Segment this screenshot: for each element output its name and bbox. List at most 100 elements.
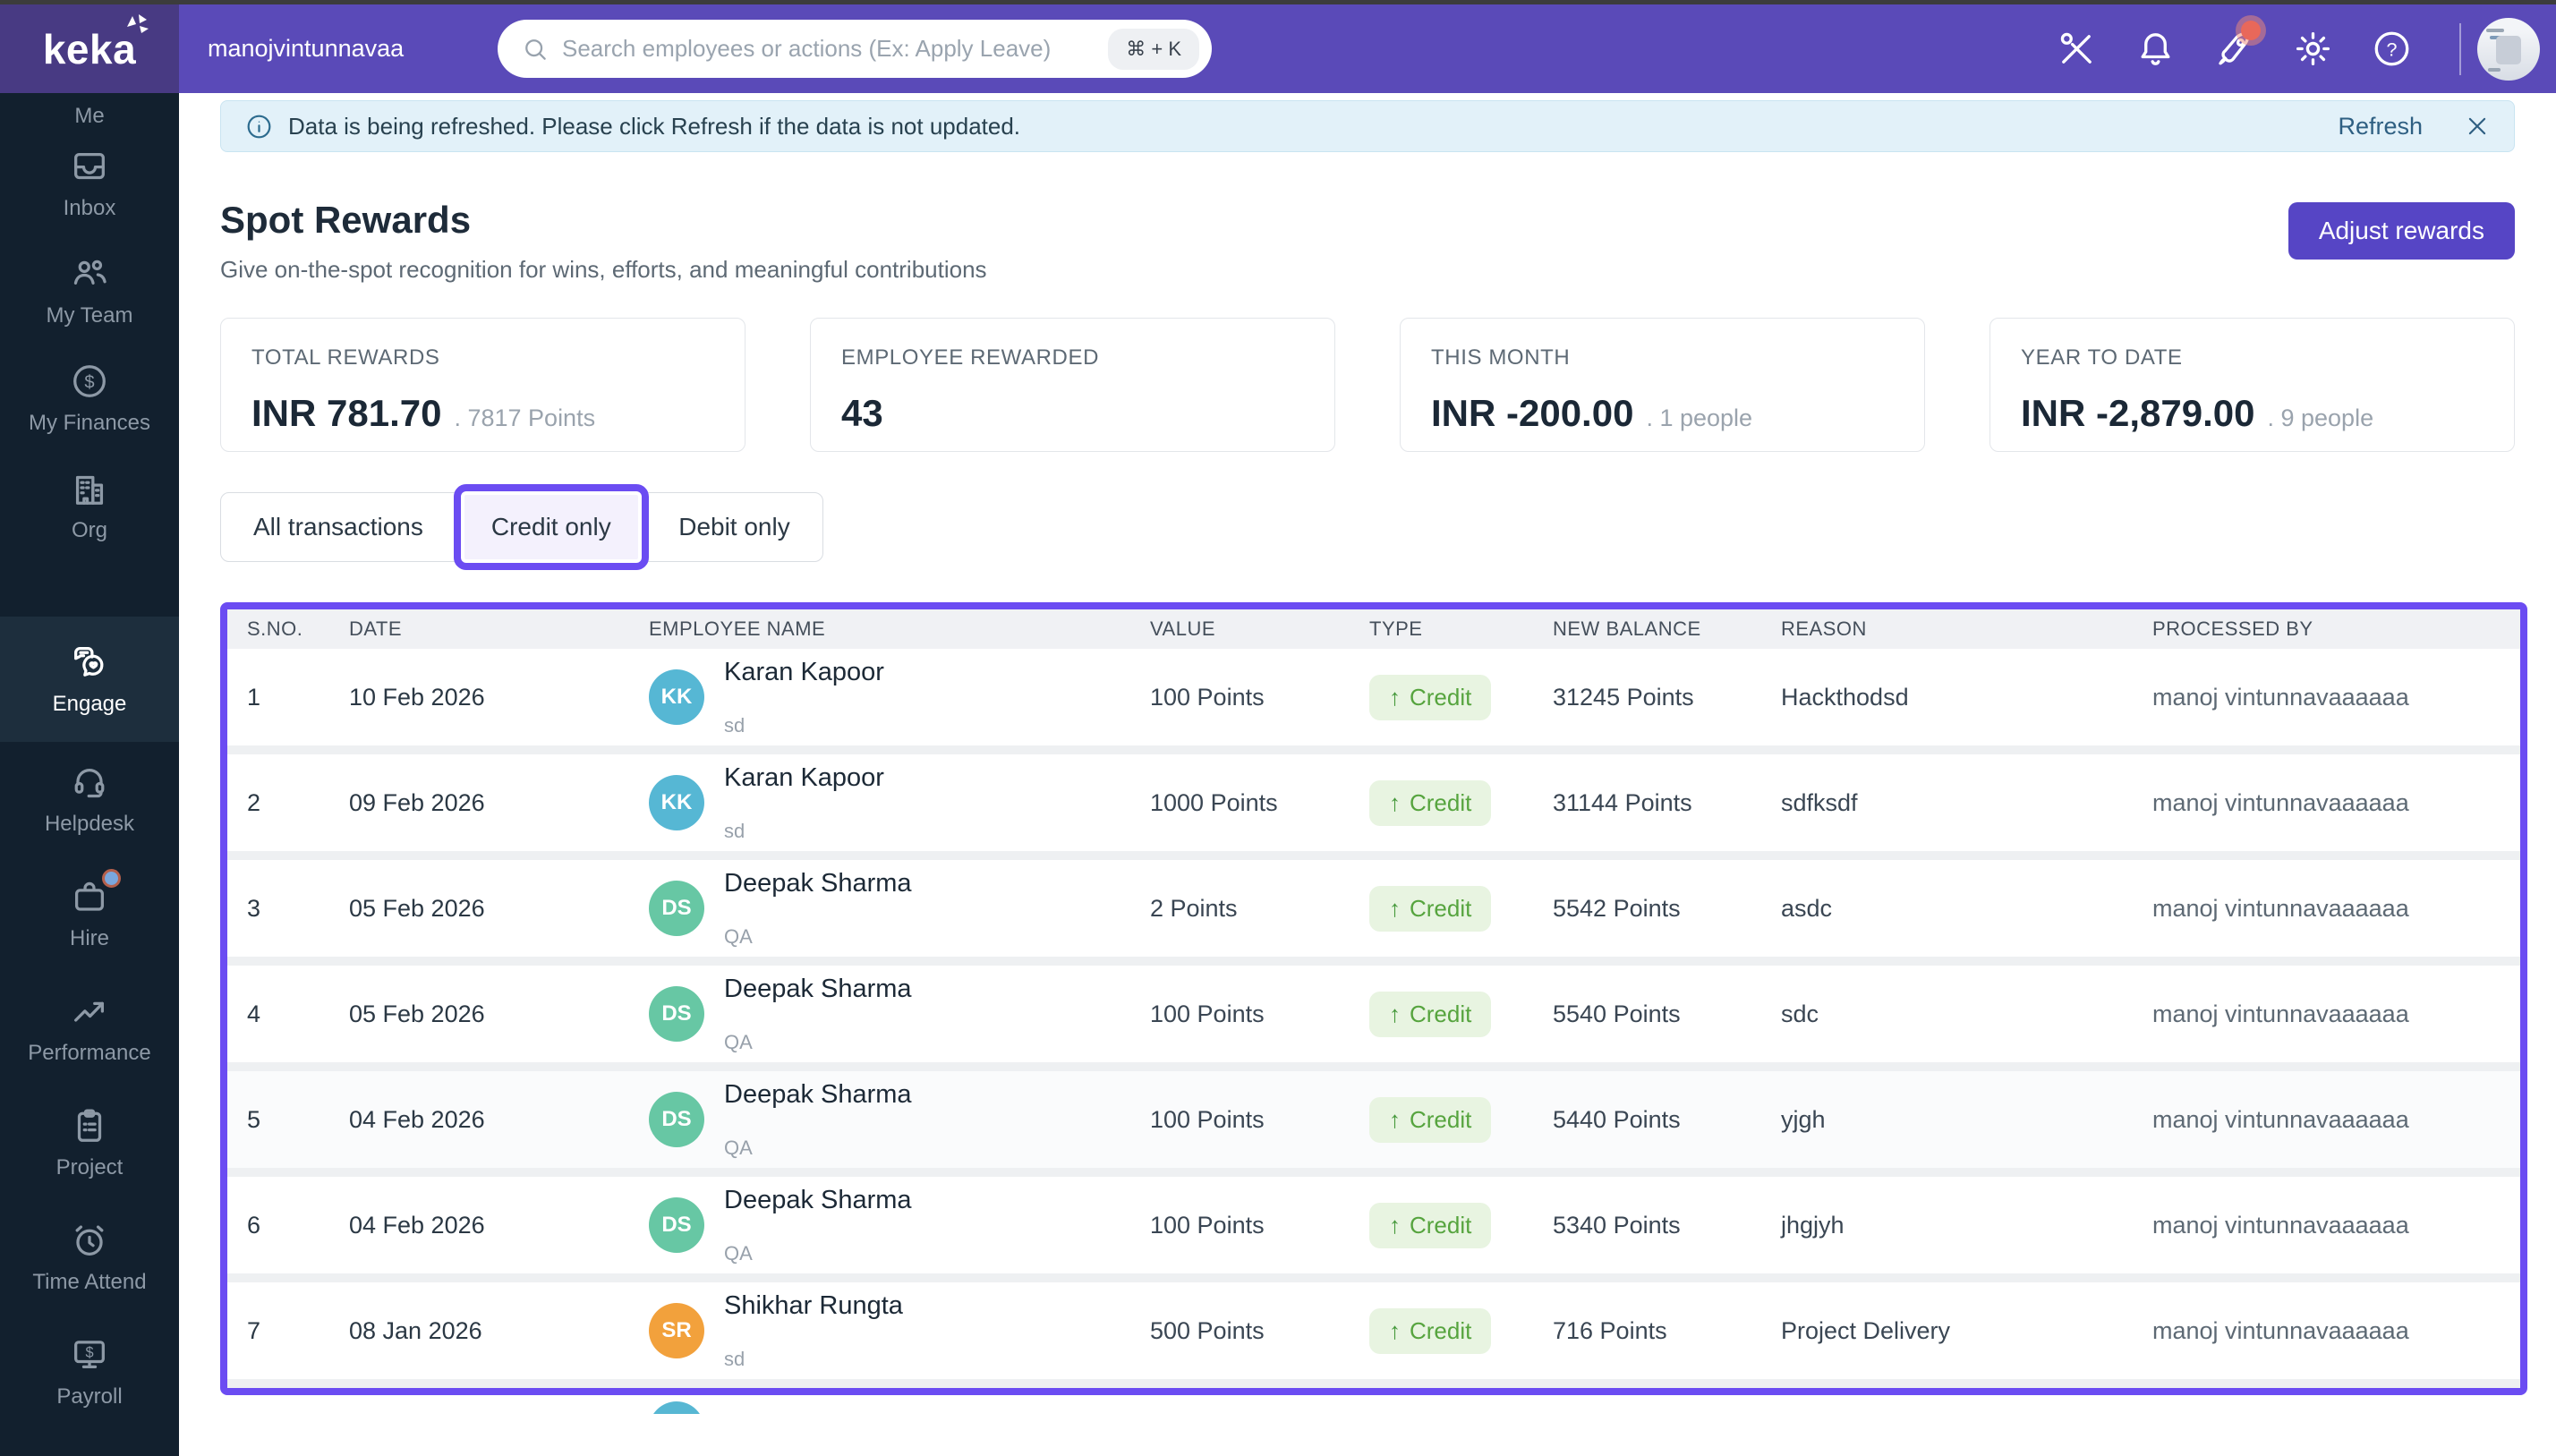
credit-arrow-icon: ↑ [1389, 894, 1401, 922]
cell-reason: sdc [1781, 1000, 1819, 1027]
help-icon: ? [2371, 28, 2413, 70]
employee-name: Karan Kapoor [724, 762, 884, 792]
credit-badge-label: Credit [1410, 894, 1472, 922]
cell-type: ↑ Credit [1369, 885, 1553, 932]
notifications-button[interactable] [2121, 15, 2189, 83]
page-heading: Spot Rewards Give on-the-spot recognitio… [220, 199, 987, 284]
adjust-rewards-button[interactable]: Adjust rewards [2288, 202, 2515, 260]
payroll-icon: $ [69, 1334, 110, 1375]
tools-button[interactable] [2042, 15, 2110, 83]
employee-name: Deepak Sharma [724, 868, 912, 898]
cell-new-balance: 5540 Points [1553, 1000, 1681, 1027]
sidebar-item-label: Inbox [63, 196, 116, 220]
window-edge [0, 0, 2556, 4]
credit-arrow-icon: ↑ [1389, 788, 1401, 816]
sidebar-item-org[interactable]: Org [0, 452, 179, 559]
credit-arrow-icon: ↑ [1389, 683, 1401, 711]
cell-processed-by: manoj vintunnavaaaaaa [2152, 683, 2409, 711]
settings-button[interactable] [2279, 15, 2347, 83]
user-avatar[interactable] [2477, 17, 2540, 81]
column-header-processed-by: PROCESSED BY [2152, 617, 2313, 640]
sidebar-item-engage[interactable]: Engage [0, 617, 179, 742]
search-input[interactable] [562, 35, 1109, 63]
cell-type: ↑ Credit [1369, 1096, 1553, 1143]
credit-badge: ↑ Credit [1369, 1307, 1492, 1354]
sidebar-item-project[interactable]: Project [0, 1086, 179, 1200]
global-search[interactable]: ⌘ + K [498, 20, 1212, 78]
sidebar-item-performance[interactable]: Performance [0, 971, 179, 1086]
table-row[interactable]: 2 09 Feb 2026 KK Karan Kapoor sd 1000 Points ↑… [227, 754, 2520, 860]
refresh-link[interactable]: Refresh [2338, 112, 2423, 140]
table-header: S.NO. DATE EMPLOYEE NAME VALUE TYPE NEW BALAN… [227, 609, 2520, 649]
filter-tab-label: Debit only [678, 513, 790, 541]
whats-new-button[interactable] [2200, 15, 2268, 83]
cell-employee: KK Karan Kapoor sd [649, 763, 1150, 843]
close-icon[interactable] [2464, 113, 2491, 140]
sidebar-item-helpdesk[interactable]: Helpdesk [0, 742, 179, 856]
stat-label: TOTAL REWARDS [251, 345, 440, 370]
employee-role: sd [724, 713, 746, 737]
table-row[interactable]: 4 05 Feb 2026 DS Deepak Sharma QA 100 Points ↑… [227, 966, 2520, 1071]
sidebar-item-my-finances[interactable]: $ My Finances [0, 345, 179, 452]
cell-new-balance: 5440 Points [1553, 1105, 1681, 1133]
sidebar-item-me[interactable]: Me [0, 93, 179, 130]
filter-tab-credit-only[interactable]: Credit only [453, 484, 649, 570]
cell-employee: DS Deepak Sharma QA [649, 1080, 1150, 1160]
employee-role: sd [724, 1347, 746, 1370]
table-row[interactable]: 5 04 Feb 2026 DS Deepak Sharma QA 100 Points ↑… [227, 1071, 2520, 1177]
helpdesk-icon [69, 762, 110, 803]
sidebar-item-label: Performance [28, 1041, 151, 1065]
table-row[interactable]: 7 08 Jan 2026 SR Shikhar Rungta sd 500 Points… [227, 1282, 2520, 1388]
employee-name: Deepak Sharma [724, 974, 912, 1003]
cell-value: 500 Points [1150, 1316, 1265, 1344]
sidebar-item-label: My Team [46, 303, 133, 328]
search-shortcut: ⌘ + K [1108, 28, 1199, 70]
help-button[interactable]: ? [2357, 15, 2425, 83]
sidebar-item-inbox[interactable]: Inbox [0, 130, 179, 237]
avatar-initials: DS [661, 1107, 692, 1131]
employee-role: QA [724, 1241, 753, 1264]
credit-badge: ↑ Credit [1369, 1202, 1492, 1248]
filter-tab-debit-only[interactable]: Debit only [645, 492, 823, 562]
table-row[interactable]: 3 05 Feb 2026 DS Deepak Sharma QA 2 Points ↑ Cr… [227, 860, 2520, 966]
tools-icon [2056, 28, 2098, 70]
employee-name: Deepak Sharma [724, 1185, 912, 1214]
cell-new-balance: 5542 Points [1553, 894, 1681, 922]
topbar-actions: ? [2042, 15, 2443, 83]
stat-card-this-month: THIS MONTH INR -200.00 . 1 people [1400, 318, 1925, 452]
cell-type: ↑ Credit [1369, 779, 1553, 826]
table-row[interactable]: 1 10 Feb 2026 KK Karan Kapoor sd 100 Points ↑ C… [227, 649, 2520, 754]
sidebar-item-hire[interactable]: Hire [0, 856, 179, 971]
credit-arrow-icon: ↑ [1389, 1000, 1401, 1027]
cell-new-balance: 716 Points [1553, 1316, 1667, 1344]
stat-value: INR -2,879.00 [2021, 392, 2255, 434]
column-header-s-no-: S.NO. [247, 617, 303, 640]
cell-new-balance: 31144 Points [1553, 788, 1692, 816]
sidebar-item-time-attend[interactable]: Time Attend [0, 1200, 179, 1315]
cell-reason: Hackthodsd [1781, 683, 1909, 711]
sidebar-item-my-team[interactable]: My Team [0, 237, 179, 345]
sidebar-item-payroll[interactable]: $ Payroll [0, 1315, 179, 1429]
cell-sno: 6 [247, 1211, 261, 1239]
cell-processed-by: manoj vintunnavaaaaaa [2152, 1211, 2409, 1239]
stat-label: THIS MONTH [1431, 345, 1571, 370]
finances-icon: $ [69, 361, 110, 402]
rewards-table: S.NO. DATE EMPLOYEE NAME VALUE TYPE NEW BALAN… [220, 602, 2527, 1395]
table-row[interactable]: 6 04 Feb 2026 DS Deepak Sharma QA 100 Points ↑… [227, 1177, 2520, 1282]
cell-sno: 7 [247, 1316, 261, 1344]
column-header-new-balance: NEW BALANCE [1553, 617, 1701, 640]
topbar-divider [2459, 22, 2461, 75]
cell-processed-by: manoj vintunnavaaaaaa [2152, 894, 2409, 922]
engage-icon [69, 642, 110, 683]
employee-name: Shikhar Rungta [724, 1290, 903, 1320]
logo-block[interactable]: keka [0, 4, 179, 93]
banner-message: Data is being refreshed. Please click Re… [288, 112, 1021, 140]
cell-sno: 5 [247, 1105, 261, 1133]
cell-sno: 1 [247, 683, 261, 711]
cell-type: ↑ Credit [1369, 991, 1553, 1037]
filter-tab-all-transactions[interactable]: All transactions [220, 492, 456, 562]
cell-type: ↑ Credit [1369, 1202, 1553, 1248]
stat-subtext: . 1 people [1646, 404, 1753, 431]
cell-sno: 4 [247, 1000, 261, 1027]
employee-role: QA [724, 924, 753, 948]
